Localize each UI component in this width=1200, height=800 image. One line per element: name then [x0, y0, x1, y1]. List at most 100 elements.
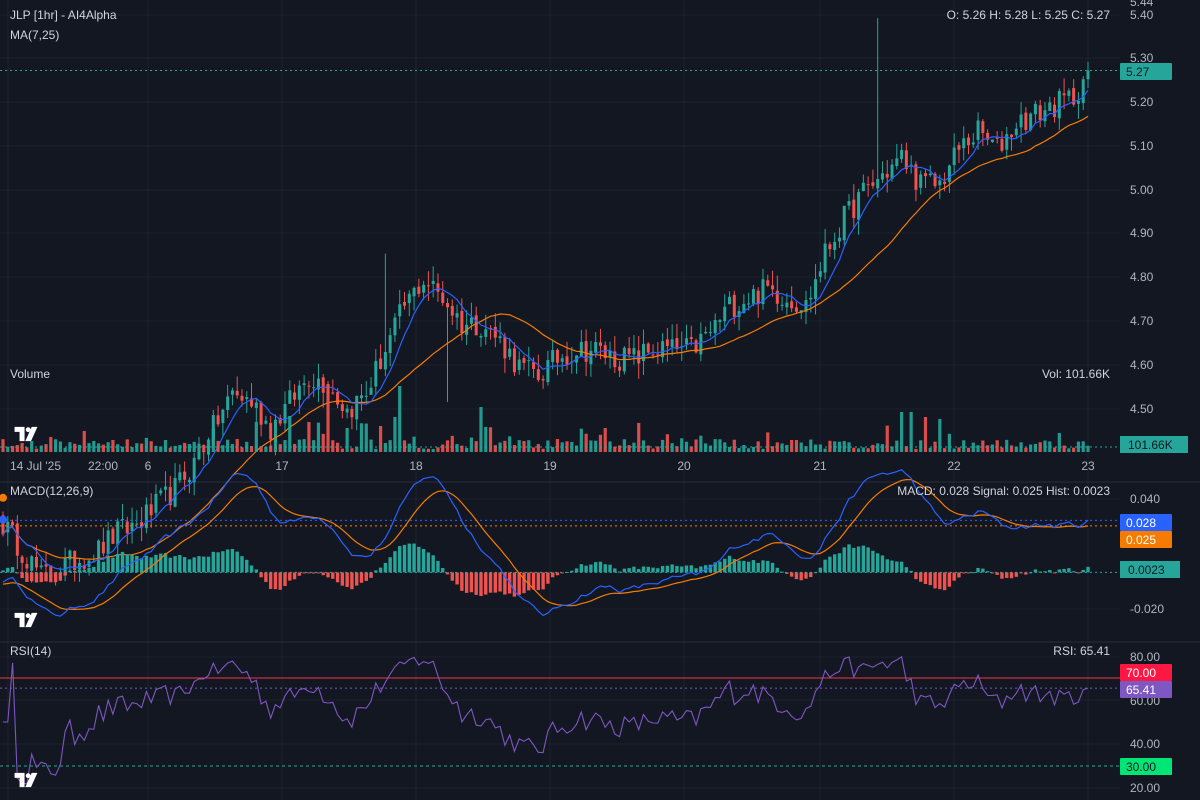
candle-body [1029, 113, 1033, 131]
candle-body [359, 395, 363, 399]
volume-bar [704, 443, 708, 452]
candle-body [441, 292, 445, 303]
candle-body [608, 350, 612, 358]
candle-body [168, 487, 172, 506]
candle-body [235, 390, 239, 396]
x-tick-label: 21 [813, 459, 827, 473]
macd-histogram-bar [240, 556, 244, 573]
rsi-upper-badge-bg [1120, 664, 1172, 681]
candle-body [857, 192, 861, 220]
volume-bar [68, 442, 72, 452]
macd-histogram-bar [1057, 569, 1062, 573]
candle-body [651, 354, 655, 356]
candle-body [842, 205, 846, 241]
macd-histogram-bar [971, 572, 975, 574]
volume-bar [560, 442, 564, 452]
candle-body [790, 301, 794, 309]
macd-histogram-bar [828, 556, 832, 573]
candle-body [990, 139, 994, 142]
macd-histogram-bar [149, 557, 153, 573]
volume-bar [140, 443, 144, 452]
volume-bar [756, 441, 760, 452]
candle-body [407, 293, 411, 304]
volume-bar [187, 444, 192, 452]
macd-histogram-bar [895, 561, 899, 573]
macd-histogram-bar [871, 550, 875, 573]
volume-bar [111, 439, 115, 452]
candle-body [178, 472, 182, 481]
candle-body [833, 241, 837, 250]
volume-bar [431, 448, 435, 452]
volume-bar [488, 427, 493, 452]
volume-bar [206, 439, 211, 452]
volume-bar [340, 448, 344, 452]
volume-bar [995, 440, 999, 452]
macd-histogram-bar [1076, 572, 1081, 574]
volume-bar [947, 433, 951, 452]
candle-body [627, 348, 631, 354]
macd-histogram-bar [842, 547, 846, 573]
tradingview-logo [14, 772, 38, 788]
macd-histogram-bar [570, 570, 574, 573]
volume-bar [632, 442, 636, 452]
volume-bar [938, 419, 942, 452]
macd-histogram-bar [875, 553, 880, 573]
candle-body [336, 392, 340, 405]
candle-body [312, 387, 316, 389]
volume-bar [469, 437, 474, 452]
macd-histogram-bar [962, 572, 966, 574]
candle-body [579, 341, 583, 357]
hist-badge-bg [1120, 561, 1180, 578]
volume-bar [651, 448, 655, 452]
candle-body [1014, 128, 1018, 136]
macd-histogram-bar [593, 562, 598, 573]
candle-body [522, 358, 526, 363]
volume-bar [794, 440, 799, 452]
volume-bar [747, 448, 751, 452]
macd-histogram-bar [34, 572, 39, 583]
volume-bar [1076, 441, 1081, 452]
volume-bar [359, 423, 364, 452]
signal-line [2, 478, 1089, 611]
macd-histogram-bar [474, 572, 478, 595]
macd-histogram-bar [947, 572, 952, 587]
volume-bar [641, 440, 646, 452]
candle-body [876, 178, 880, 189]
candle-body [34, 556, 38, 568]
candle-body [747, 303, 751, 305]
macd-histogram-bar [92, 566, 96, 573]
volume-bar [101, 444, 105, 452]
macd-histogram-bar [197, 556, 201, 573]
volume-bar [546, 440, 550, 452]
candle-body [995, 137, 999, 139]
candle-body [594, 342, 598, 353]
candle-body [154, 493, 158, 513]
macd-line [2, 468, 1089, 617]
volume-bar [82, 431, 86, 452]
macd-histogram-bar [1005, 572, 1009, 578]
macd-histogram-bar [288, 572, 292, 581]
volume-bar [455, 444, 459, 452]
macd-panel [0, 468, 1120, 617]
macd-histogram-bar [206, 556, 211, 573]
macd-histogram-bar [1009, 572, 1014, 579]
macd-histogram-bar [1024, 572, 1028, 575]
candle-body [713, 320, 717, 334]
candle-body [63, 557, 67, 574]
volume-bar [450, 435, 454, 452]
volume-bar [708, 445, 713, 452]
candle-body [221, 409, 225, 424]
price-tick-label: 5.20 [1130, 95, 1154, 109]
volume-bar [345, 427, 349, 452]
macd-histogram-bar [1000, 572, 1004, 579]
volume-bar [465, 447, 469, 452]
candle-body [708, 332, 712, 334]
volume-bar [565, 441, 569, 452]
volume-bar [780, 443, 784, 452]
volume-bar [422, 448, 426, 452]
macd-histogram-bar [321, 572, 325, 576]
candle-body [192, 457, 196, 483]
volume-bar [460, 445, 464, 452]
signal-badge-bg [1120, 531, 1172, 548]
